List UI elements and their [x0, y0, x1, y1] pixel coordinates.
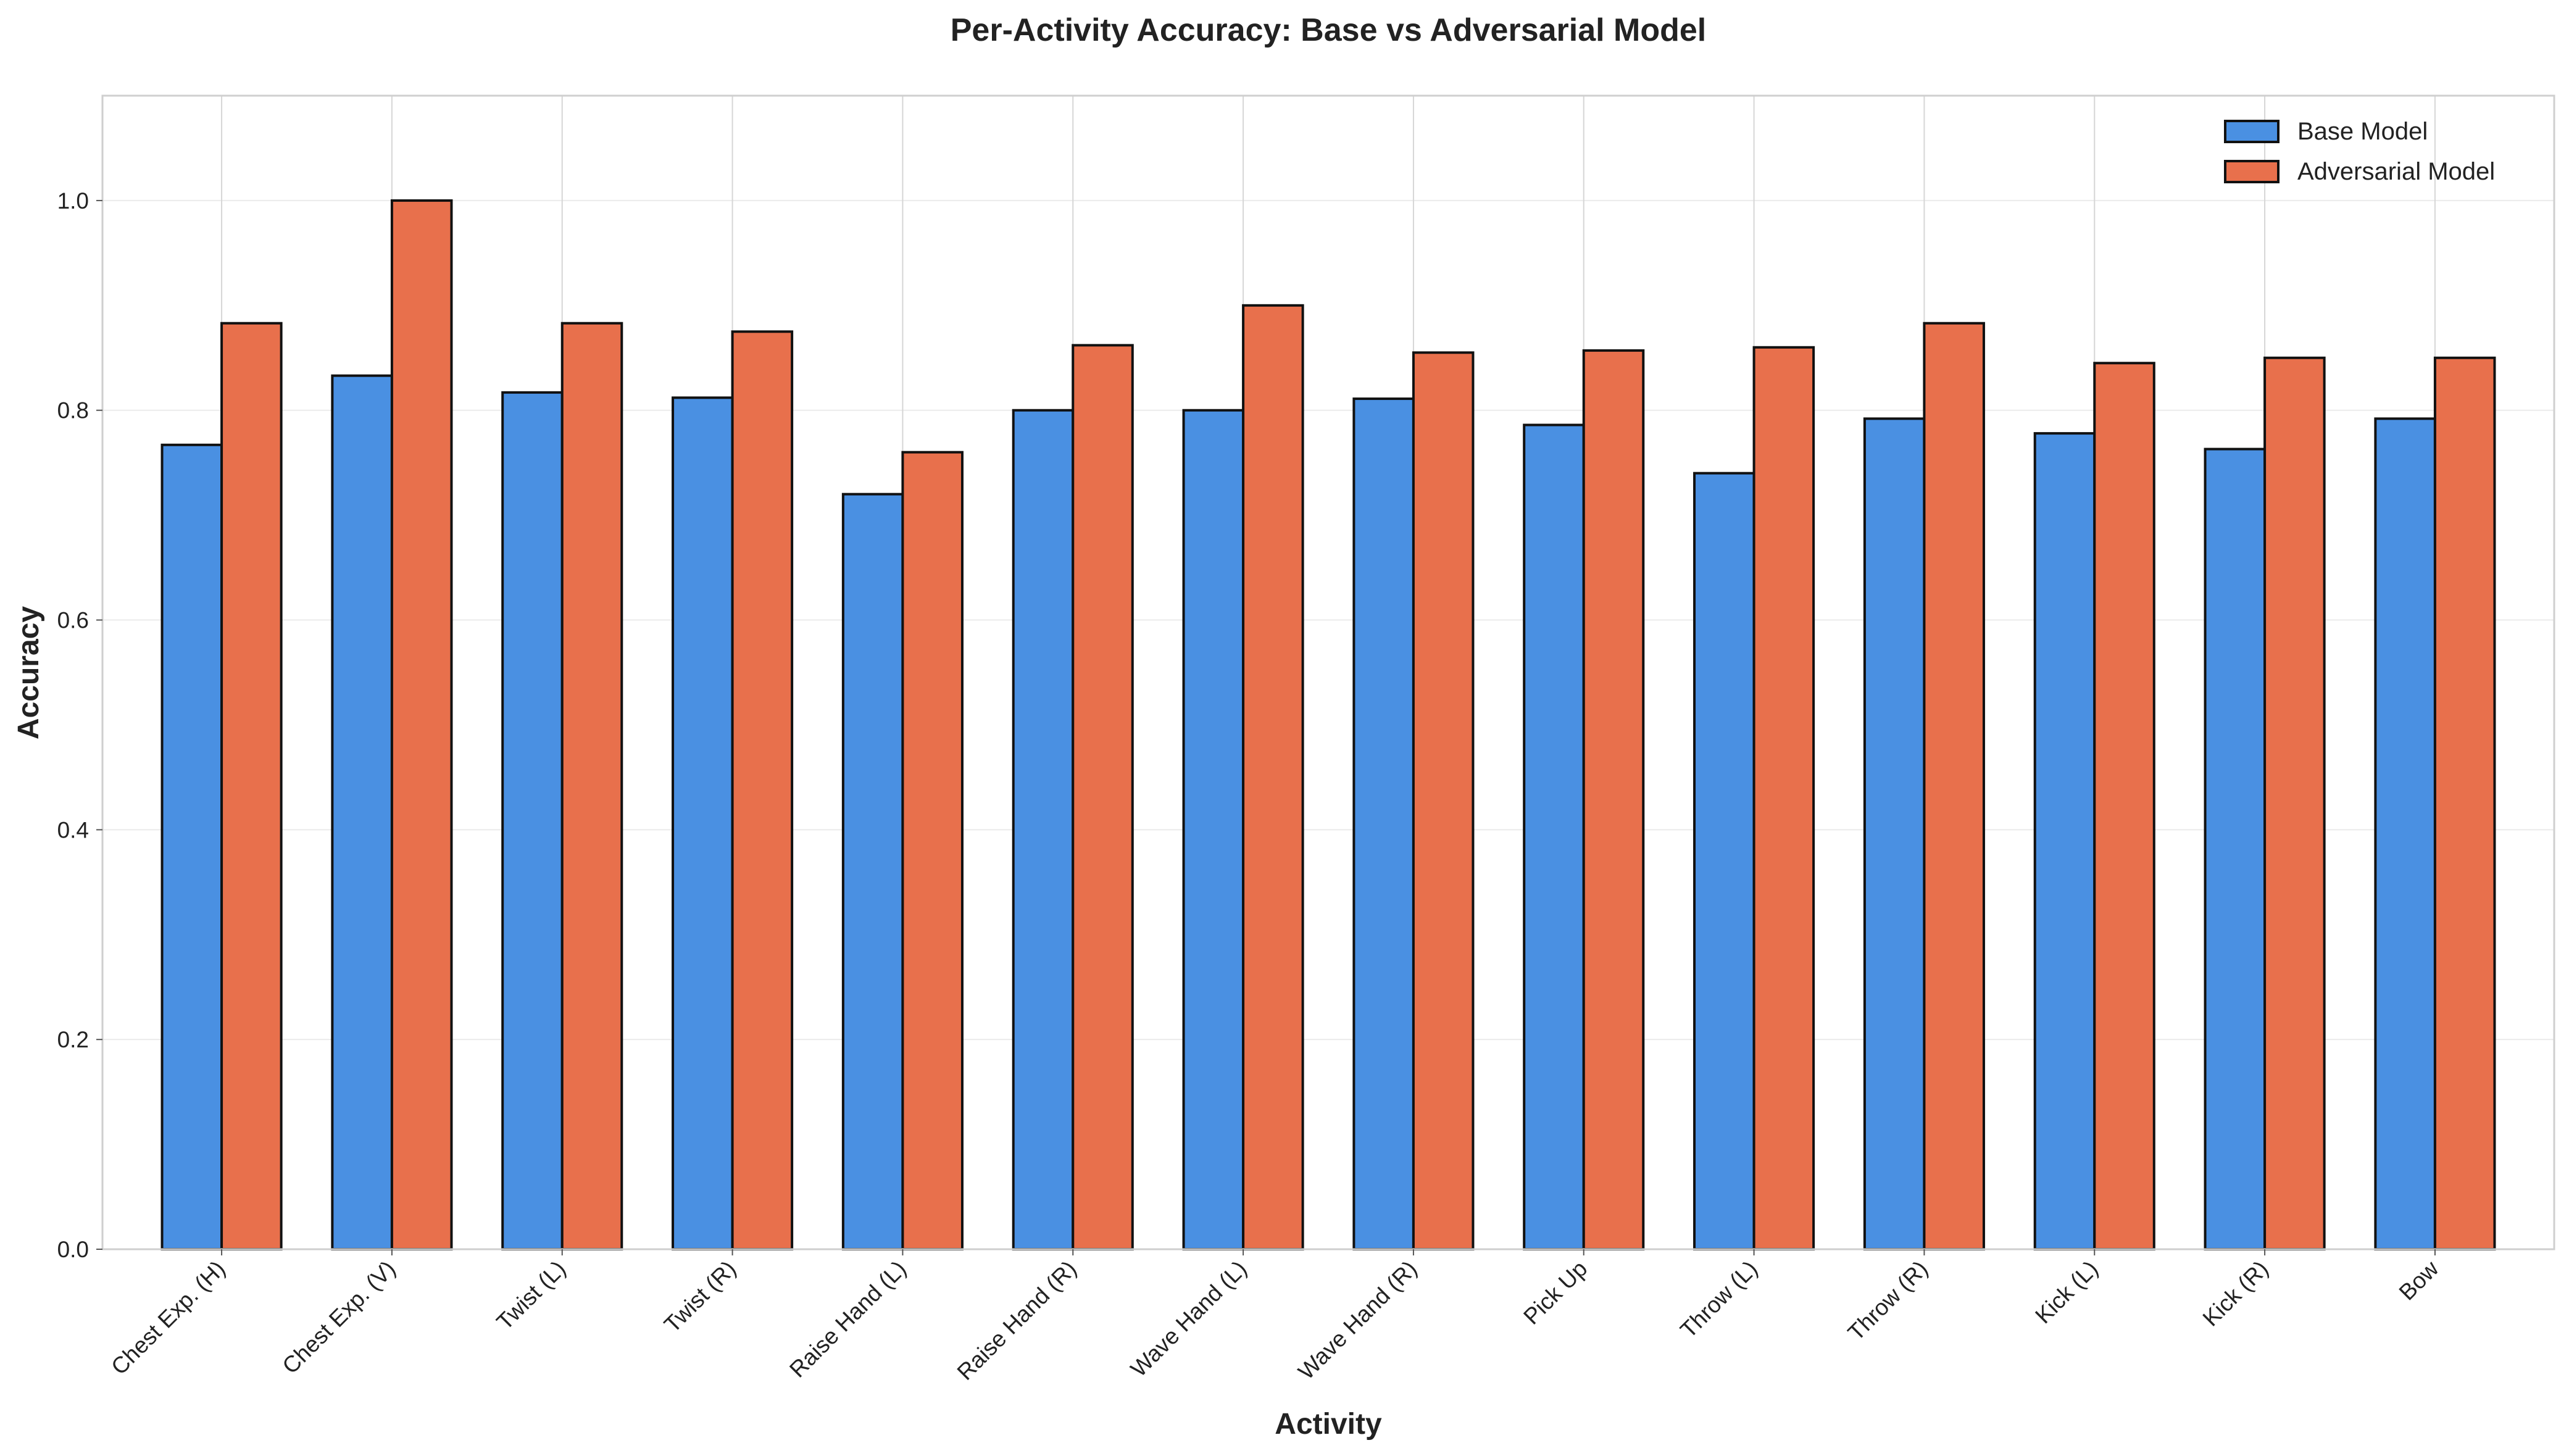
y-tick-label: 0.6 [57, 608, 89, 633]
legend: Base Model Adversarial Model [2224, 118, 2495, 185]
adversarial-model-bar [1242, 304, 1304, 1250]
legend-label-base-model: Base Model [2297, 118, 2428, 145]
adversarial-model-bar [560, 322, 623, 1250]
adversarial-model-bar [1752, 346, 1815, 1250]
adversarial-model-bar [731, 330, 794, 1251]
adversarial-model-bar [2433, 356, 2496, 1250]
base-model-bar [1352, 397, 1415, 1251]
adversarial-model-bar [390, 199, 453, 1251]
adversarial-model-bar [1072, 344, 1134, 1250]
adversarial-model-bar [1582, 349, 1645, 1250]
plot-area-frame [101, 94, 2555, 1250]
y-tick-label: 0.8 [57, 398, 89, 423]
legend-swatch-adversarial-model [2224, 160, 2280, 183]
adversarial-model-bar [2263, 356, 2326, 1250]
adversarial-model-bar [2093, 362, 2155, 1250]
base-model-bar [1693, 472, 1755, 1250]
y-tick-label: 0.2 [57, 1027, 89, 1052]
y-tick-label: 0.0 [57, 1237, 89, 1262]
chart-title: Per-Activity Accuracy: Base vs Adversari… [951, 12, 1707, 48]
base-model-bar [1863, 417, 1926, 1251]
base-model-bar [672, 396, 734, 1251]
bars [160, 199, 2496, 1251]
base-model-bar [1182, 409, 1245, 1250]
base-model-bar [331, 374, 393, 1251]
base-model-bar [501, 391, 564, 1250]
base-model-bar [2033, 432, 2096, 1250]
adversarial-model-bar [1412, 351, 1475, 1251]
adversarial-model-bar [901, 451, 964, 1250]
legend-label-adversarial-model: Adversarial Model [2297, 158, 2495, 185]
base-model-bar [841, 493, 904, 1250]
x-axis-label: Activity [1275, 1408, 1382, 1441]
y-tick-label: 0.4 [57, 817, 89, 842]
base-model-bar [2204, 447, 2267, 1250]
y-axis-label: Accuracy [12, 606, 45, 739]
base-model-bar [160, 443, 223, 1251]
y-tick-label: 1.0 [57, 188, 89, 214]
adversarial-model-bar [1923, 322, 1985, 1250]
adversarial-model-bar [220, 322, 283, 1250]
base-model-bar [1012, 409, 1075, 1250]
base-model-bar [1523, 423, 1585, 1250]
y-axis-ticks: 0.0 0.2 0.4 0.6 0.8 1.0 [57, 188, 102, 1262]
base-model-bar [2374, 417, 2436, 1251]
legend-swatch-base-model [2224, 120, 2280, 143]
